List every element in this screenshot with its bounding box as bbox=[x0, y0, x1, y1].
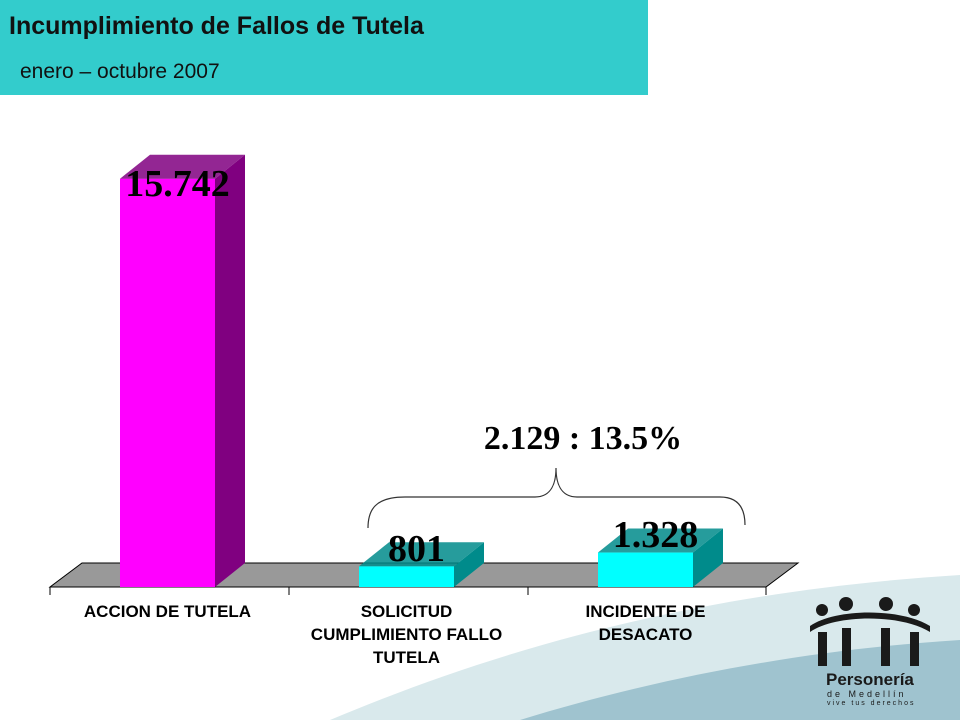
logo-brand-city: de Medellín bbox=[827, 689, 907, 699]
category-label-2-1: DESACATO bbox=[599, 625, 693, 644]
category-label-1-0: SOLICITUD bbox=[361, 602, 453, 621]
people-emblem-icon bbox=[810, 597, 930, 666]
category-label-2-0: INCIDENTE DE bbox=[586, 602, 706, 621]
logo-slogan: vive tus derechos bbox=[827, 700, 916, 707]
bar-top-1 bbox=[359, 542, 484, 567]
bar-side-0 bbox=[215, 154, 245, 587]
bar-front-0 bbox=[120, 178, 215, 587]
bar-front-2 bbox=[598, 552, 693, 587]
page-subtitle: enero – octubre 2007 bbox=[20, 60, 220, 83]
bar-side-1 bbox=[454, 542, 484, 587]
title-banner: Incumplimiento de Fallos de Tutela enero… bbox=[0, 0, 648, 95]
category-label-1-1: CUMPLIMIENTO FALLO bbox=[311, 625, 502, 644]
group-annotation: 2.129 : 13.5% bbox=[484, 420, 682, 457]
category-label-1-2: TUTELA bbox=[373, 648, 440, 667]
bar-top-2 bbox=[598, 528, 723, 553]
data-label-0: 15.742 bbox=[125, 163, 230, 205]
logo-brand: Personería bbox=[826, 670, 914, 689]
personeria-logo: Personería de Medellín vive tus derechos bbox=[806, 592, 942, 712]
group-brace bbox=[367, 467, 746, 529]
bar-top-0 bbox=[120, 154, 245, 179]
data-label-2: 1.328 bbox=[613, 514, 699, 556]
bar-front-1 bbox=[359, 566, 454, 587]
bar-side-2 bbox=[693, 528, 723, 587]
page-title: Incumplimiento de Fallos de Tutela bbox=[9, 12, 424, 40]
category-label-0-0: ACCION DE TUTELA bbox=[84, 602, 251, 621]
data-label-1: 801 bbox=[388, 528, 445, 570]
